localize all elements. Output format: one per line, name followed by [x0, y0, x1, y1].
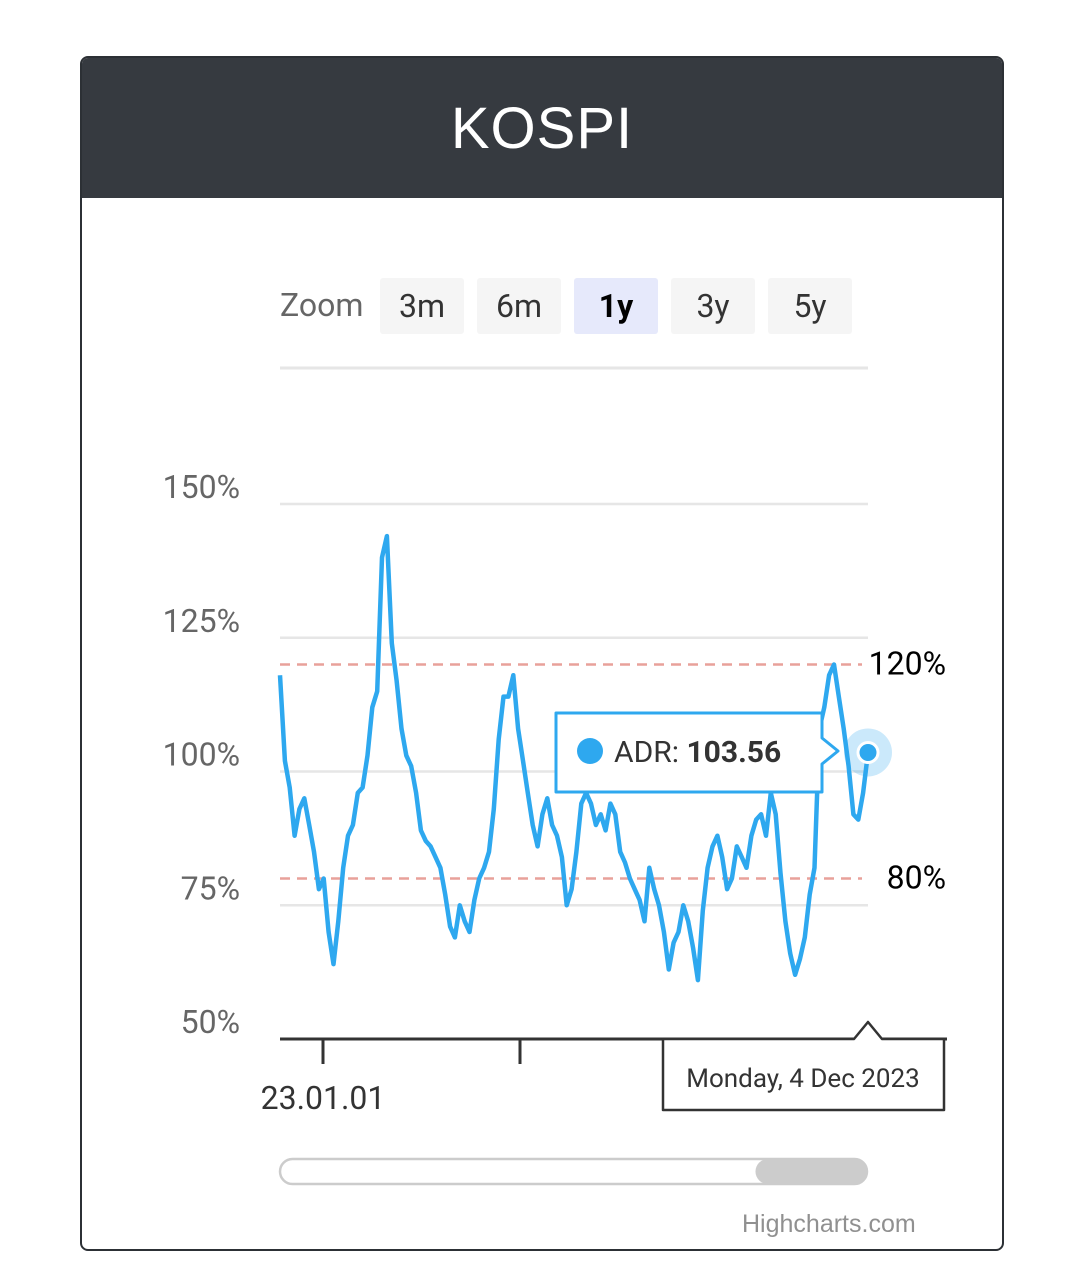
zoom-button-label: 6m [496, 287, 542, 325]
x-axis-date-label: Monday, 4 Dec 2023 [661, 1020, 946, 1112]
chart-card: KOSPI [80, 56, 1004, 1251]
tooltip-series-dot [577, 738, 603, 764]
date-label-text: Monday, 4 Dec 2023 [686, 1064, 919, 1094]
zoom-button-bg [768, 278, 852, 334]
zoom-button-label: 3m [399, 287, 445, 325]
series-line-adr[interactable] [277, 533, 871, 983]
tooltip-box [554, 711, 840, 794]
zoom-button-3y[interactable]: 3y [671, 278, 755, 334]
zoom-button-1y[interactable]: 1y [574, 278, 658, 334]
credits-link[interactable]: Highcharts.com [742, 1210, 916, 1238]
zoom-button-5y[interactable]: 5y [768, 278, 852, 334]
y-tick-label: 100% [163, 736, 240, 774]
plot-line-label: 120% [869, 645, 946, 683]
tooltip-text: ADR: 103.56 [614, 735, 781, 770]
tooltip: ADR: 103.56 [554, 711, 840, 794]
plot-line-label: 80% [887, 859, 946, 897]
card-header: KOSPI [82, 58, 1002, 198]
zoom-button-bg [574, 278, 658, 334]
y-tick-label: 75% [181, 869, 240, 907]
zoom-button-bg [380, 278, 464, 334]
zoom-button-6m[interactable]: 6m [477, 278, 561, 334]
zoom-button-label: 5y [793, 287, 826, 325]
zoom-button-bg [671, 278, 755, 334]
zoom-button-3m[interactable]: 3m [380, 278, 464, 334]
date-label-box [661, 1020, 946, 1112]
zoom-buttons: 3m 6m 1y 3y 5y [380, 278, 852, 334]
zoom-button-label: 3y [696, 287, 729, 325]
y-axis: 150% 125% 100% 75% 50% [163, 468, 240, 1041]
hover-point [856, 740, 880, 764]
zoom-button-bg [477, 278, 561, 334]
hover-point-marker[interactable] [844, 728, 892, 777]
y-tick-label: 50% [181, 1003, 240, 1041]
y-tick-label: 125% [163, 602, 240, 640]
navigator-scrollbar-thumb[interactable] [755, 1159, 867, 1184]
tooltip-value: 103.56 [686, 735, 781, 770]
tooltip-series-name: ADR [614, 735, 672, 770]
page-title: KOSPI [450, 95, 634, 161]
y-tick-label: 150% [163, 468, 240, 506]
zoom-label: Zoom [280, 286, 363, 324]
zoom-button-label: 1y [599, 287, 634, 325]
x-tick-label: 23.01.01 [261, 1079, 386, 1117]
